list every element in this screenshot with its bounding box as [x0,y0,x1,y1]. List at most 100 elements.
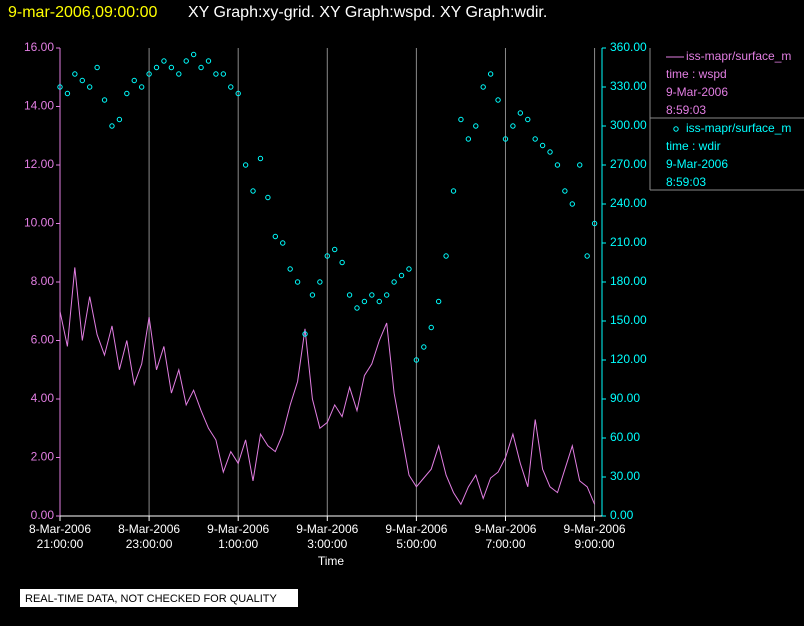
wdir-point [495,97,501,103]
legend-name: iss-mapr/surface_m [686,49,791,63]
y-tick-label: 12.00 [24,157,54,171]
wdir-point [272,233,279,240]
wdir-point [450,188,457,194]
legend-swatch [673,126,679,132]
y2-tick-label: 0.00 [610,508,634,522]
wdir-point [198,64,204,71]
y-tick-label: 10.00 [24,216,54,230]
x-tick-label: 9-Mar-2006 1:00:00 [207,522,269,551]
wdir-point [57,84,63,90]
wdir-point [354,305,360,311]
x-axis-label: Time [318,554,345,568]
x-tick-label: 9-Mar-2006 3:00:00 [296,522,358,551]
wdir-point [406,266,412,272]
wdir-point [502,136,509,142]
x-tick-label: 9-Mar-2006 5:00:00 [385,522,447,551]
y2-tick-label: 60.00 [610,430,640,444]
wdir-point [257,155,264,162]
wdir-point [153,64,160,71]
wdir-point [124,90,130,97]
wdir-point [383,292,390,298]
x-tick-label: 9-Mar-2006 9:00:00 [564,522,626,551]
y-tick-label: 14.00 [24,99,54,113]
wdir-point [428,324,434,331]
wdir-point [280,240,286,246]
wdir-point [101,97,108,103]
wdir-point [391,279,397,285]
wdir-point [361,298,368,305]
x-tick-label: 8-Mar-2006 21:00:00 [29,522,91,551]
wdir-point [591,220,598,227]
wdir-point [309,292,316,298]
wdir-point [228,84,234,90]
note-box [20,589,298,607]
wdir-point [413,357,420,363]
wdir-point [569,201,576,207]
legend-line: 9-Mar-2006 [666,157,728,171]
y2-tick-label: 360.00 [610,40,647,54]
y2-tick-label: 270.00 [610,157,647,171]
wdir-point [287,266,293,272]
wdir-point [302,331,308,337]
wdir-point [539,142,546,149]
wdir-point [443,253,449,259]
wdir-point [64,90,71,97]
wdir-point [138,84,145,90]
legend-line: time : wspd [666,67,727,81]
legend-line: 8:59:03 [666,175,706,189]
wdir-point [168,64,175,71]
y2-tick-label: 30.00 [610,469,640,483]
y-tick-label: 16.00 [24,40,54,54]
wdir-point [398,272,405,279]
legend-line: time : wdir [666,139,721,153]
wdir-point [235,90,241,97]
wdir-point [324,253,330,259]
wdir-point [116,116,123,123]
wdir-point [458,116,464,123]
legend-line: 9-Mar-2006 [666,85,728,99]
wdir-point [339,259,345,266]
legend-name: iss-mapr/surface_m [686,121,791,135]
wdir-point [435,298,442,305]
title-time: 9-mar-2006,09:00:00 [8,4,158,21]
y2-tick-label: 150.00 [610,313,647,327]
y2-tick-label: 300.00 [610,118,647,132]
wdir-point [131,77,137,84]
wdir-point [584,253,590,259]
wdir-point [79,77,85,84]
y-tick-label: 4.00 [31,391,55,405]
wdir-point [473,123,479,129]
y-tick-label: 0.00 [31,508,55,522]
wdir-point [86,84,93,90]
wdir-point [465,136,472,142]
wdir-point [242,162,249,168]
wdir-point [421,344,427,350]
x-tick-label: 9-Mar-2006 7:00:00 [474,522,536,551]
wdir-point [94,64,100,71]
y-tick-label: 2.00 [31,450,55,464]
note: REAL-TIME DATA, NOT CHECKED FOR QUALITY [25,593,277,605]
wdir-point [517,110,524,116]
wdir-point [554,162,561,168]
y-tick-label: 8.00 [31,274,55,288]
chart-title: XY Graph:xy-grid. XY Graph:wspd. XY Grap… [188,4,547,21]
wdir-point [317,279,323,285]
wdir-point [547,149,553,155]
wdir-point [161,58,167,64]
wdir-point [332,246,338,253]
y2-tick-label: 90.00 [610,391,640,405]
wdir-point [577,162,583,168]
wdir-point [265,194,271,201]
wdir-point [72,71,78,77]
wdir-point [562,188,568,194]
wdir-point [346,292,353,298]
wdir-point [487,71,494,77]
y2-tick-label: 210.00 [610,235,647,249]
wdir-point [510,123,516,129]
wdir-point [109,123,115,129]
wdir-point [250,188,256,194]
wdir-point [294,279,301,285]
y2-tick-label: 120.00 [610,352,647,366]
